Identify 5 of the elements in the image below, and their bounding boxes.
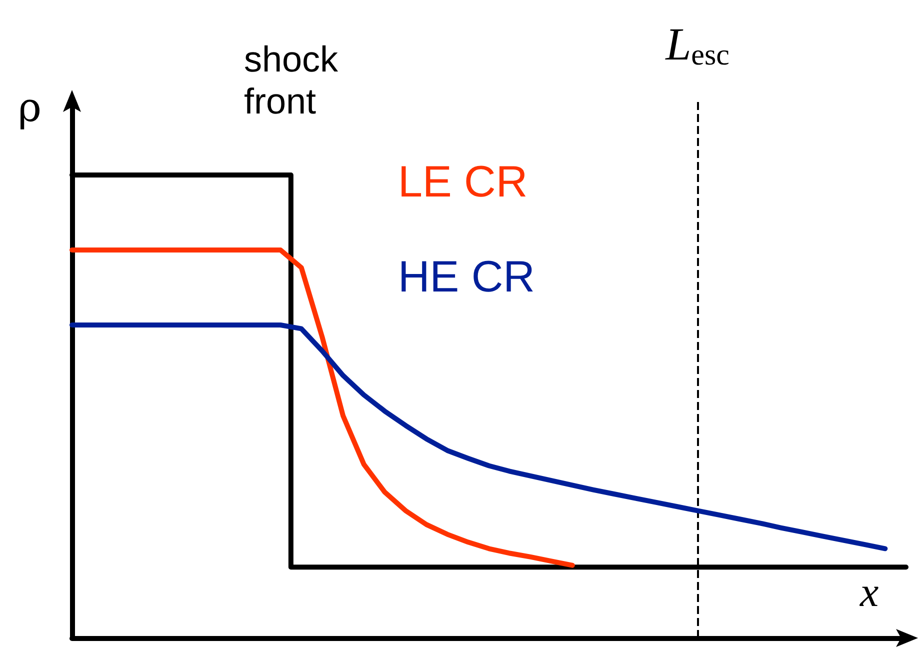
text: HE CR	[398, 252, 535, 302]
text: LE CR	[398, 158, 528, 206]
text: shock front	[244, 38, 340, 122]
y-axis-title: ρ	[18, 85, 42, 131]
x-axis-title: x	[859, 570, 879, 616]
